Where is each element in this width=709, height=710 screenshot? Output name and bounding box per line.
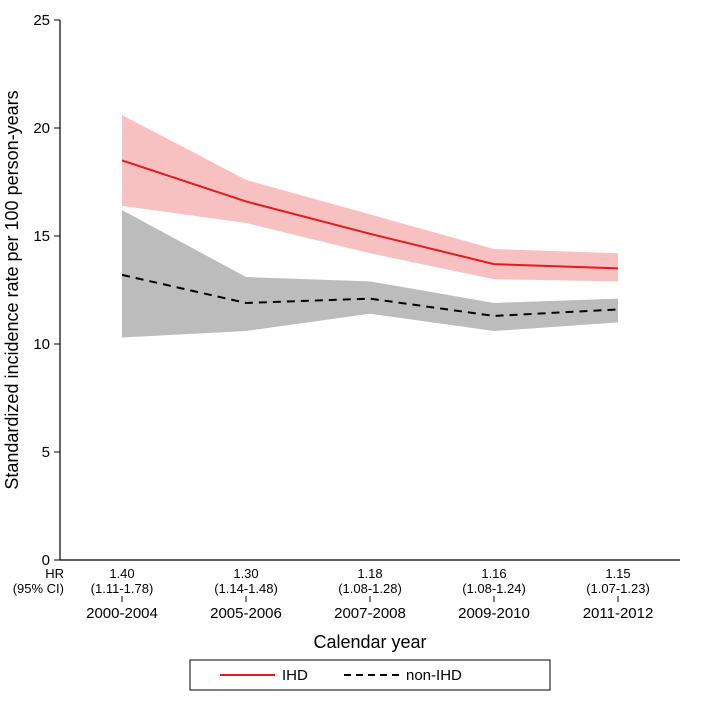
x-tick-label: 2005-2006 bbox=[210, 605, 282, 622]
hr-value: 1.30 bbox=[233, 566, 258, 581]
ci-value: (1.07-1.23) bbox=[586, 581, 650, 596]
ci-header: (95% CI) bbox=[13, 581, 64, 596]
ci-value: (1.08-1.28) bbox=[338, 581, 402, 596]
hr-value: 1.40 bbox=[109, 566, 134, 581]
x-tick-label: 2000-2004 bbox=[86, 605, 158, 622]
y-tick-label: 5 bbox=[42, 444, 50, 461]
legend-label-non-ihd: non-IHD bbox=[406, 667, 462, 684]
hr-value: 1.15 bbox=[605, 566, 630, 581]
y-tick-label: 25 bbox=[33, 12, 50, 29]
ci-value: (1.08-1.24) bbox=[462, 581, 526, 596]
legend-label-ihd: IHD bbox=[282, 667, 308, 684]
x-tick-label: 2011-2012 bbox=[583, 605, 654, 622]
ci-value: (1.14-1.48) bbox=[214, 581, 278, 596]
y-tick-label: 20 bbox=[33, 120, 50, 137]
hr-value: 1.18 bbox=[357, 566, 382, 581]
y-axis-title: Standardized incidence rate per 100 pers… bbox=[2, 90, 22, 489]
x-tick-label: 2009-2010 bbox=[458, 605, 530, 622]
y-tick-label: 15 bbox=[33, 228, 50, 245]
ci-value: (1.11-1.78) bbox=[91, 581, 154, 596]
chart-container: 0510152025Standardized incidence rate pe… bbox=[0, 0, 709, 710]
x-tick-label: 2007-2008 bbox=[334, 605, 406, 622]
hr-value: 1.16 bbox=[481, 566, 506, 581]
hr-header: HR bbox=[45, 566, 64, 581]
y-tick-label: 10 bbox=[33, 336, 50, 353]
chart-svg: 0510152025Standardized incidence rate pe… bbox=[0, 0, 709, 710]
x-axis-title: Calendar year bbox=[313, 632, 426, 652]
